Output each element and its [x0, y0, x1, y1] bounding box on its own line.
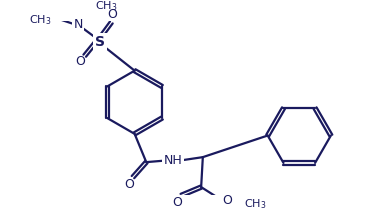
Text: CH$_3$: CH$_3$	[95, 0, 117, 13]
Text: CH$_3$: CH$_3$	[29, 13, 52, 27]
Text: O: O	[76, 55, 85, 68]
Text: O: O	[125, 178, 135, 191]
Text: CH$_3$: CH$_3$	[244, 197, 267, 210]
Text: O: O	[222, 194, 232, 207]
Text: N: N	[73, 18, 83, 31]
Text: S: S	[95, 35, 105, 49]
Text: O: O	[107, 8, 117, 21]
Text: NH: NH	[163, 154, 182, 167]
Text: O: O	[172, 196, 182, 209]
